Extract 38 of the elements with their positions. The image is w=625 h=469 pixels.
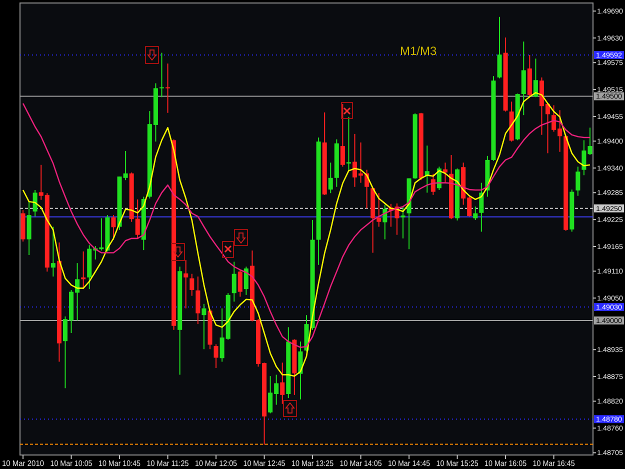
x-tick-label: 10 Mar 10:45: [98, 459, 146, 468]
x-tick-label: 10 Mar 12:05: [195, 459, 242, 468]
x-tick-label: 10 Mar 16:05: [484, 459, 532, 468]
candlestick: [190, 273, 194, 296]
candlestick: [521, 41, 526, 116]
candlestick: [328, 162, 333, 194]
x-tick-label: 10 Mar 2010: [2, 459, 47, 468]
candlestick: [346, 116, 351, 172]
candlestick: [479, 182, 484, 232]
candlestick: [202, 303, 206, 350]
x-tick-label: 10 Mar 11:25: [146, 459, 194, 468]
x-tick-label: 10 Mar 16:45: [532, 459, 580, 468]
candlestick: [340, 103, 345, 168]
candlestick: [400, 206, 406, 239]
x-tick-label: 10 Mar 13:25: [292, 459, 339, 468]
x-tick-label: 10 Mar 14:45: [388, 459, 436, 468]
candlestick: [430, 173, 436, 196]
candlestick: [473, 206, 478, 221]
candlestick: [166, 63, 170, 114]
annotation: M1/M3: [400, 44, 437, 58]
candlestick: [497, 16, 502, 79]
x-tick-label: 10 Mar 10:05: [50, 459, 98, 468]
candlestick: [576, 166, 580, 196]
candlestick: [280, 362, 285, 404]
candlestick: [184, 259, 188, 309]
candlestick: [244, 266, 248, 296]
x-tick-label: 10 Mar 14:05: [340, 459, 387, 468]
candlestick: [50, 226, 56, 278]
candlestick: [232, 261, 236, 302]
candlestick: [32, 189, 38, 217]
x-tick-label: 10 Mar 15:25: [436, 459, 484, 468]
candlestick: [376, 192, 382, 228]
candlestick: [533, 58, 538, 98]
x-tick-label: 10 Mar 12:45: [243, 459, 290, 468]
candlestick: [214, 344, 218, 369]
candlestick: [111, 214, 116, 240]
candlestick: [196, 276, 200, 325]
candlestick: [238, 269, 242, 298]
